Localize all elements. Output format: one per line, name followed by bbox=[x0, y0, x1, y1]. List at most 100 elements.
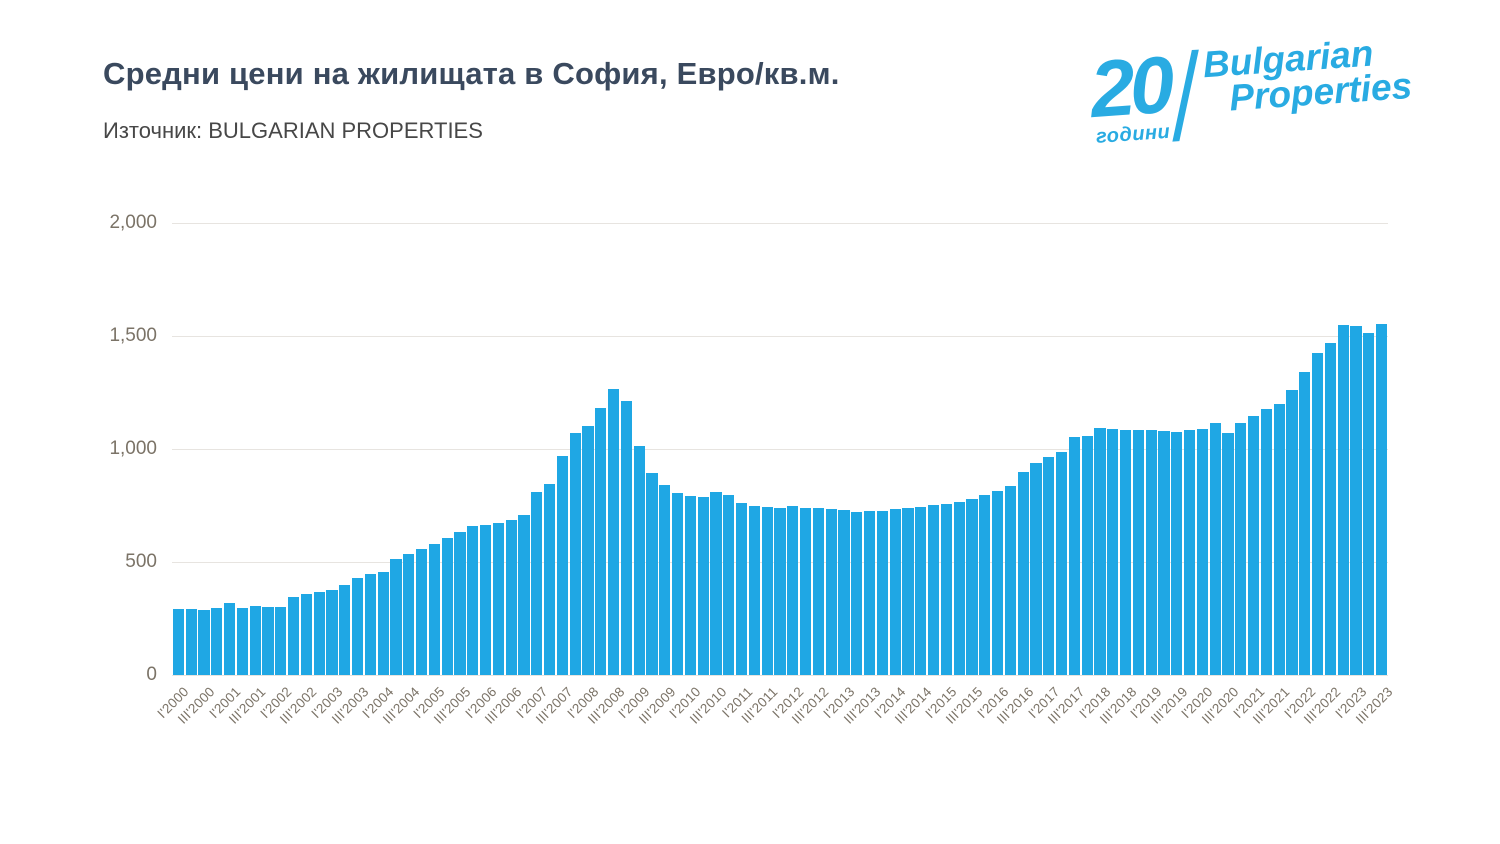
bar bbox=[1196, 428, 1208, 675]
bar bbox=[1171, 432, 1183, 675]
bar bbox=[838, 510, 850, 675]
bar bbox=[633, 446, 645, 675]
gridline bbox=[172, 674, 1388, 676]
bar bbox=[224, 602, 236, 675]
bar bbox=[595, 408, 607, 675]
bar bbox=[1376, 324, 1388, 675]
bar bbox=[1350, 325, 1362, 675]
bar bbox=[1235, 422, 1247, 675]
bar bbox=[1222, 433, 1234, 675]
bar bbox=[748, 505, 760, 675]
bar bbox=[288, 596, 300, 675]
bar bbox=[262, 606, 274, 675]
bar bbox=[928, 505, 940, 675]
bar bbox=[1056, 452, 1068, 675]
bar bbox=[608, 389, 620, 675]
logo-anniversary: 20 години bbox=[1087, 39, 1173, 149]
page-title: Средни цени на жилищата в София, Евро/кв… bbox=[103, 56, 840, 91]
y-tick-label: 1,000 bbox=[109, 438, 157, 459]
bar bbox=[646, 473, 658, 675]
bar bbox=[1132, 429, 1144, 675]
logo-years-text: години bbox=[1095, 120, 1171, 148]
logo-brand-name: Bulgarian Properties bbox=[1202, 32, 1414, 119]
bar bbox=[1017, 471, 1029, 675]
bar bbox=[172, 609, 184, 675]
bar bbox=[1107, 428, 1119, 675]
bar bbox=[1273, 404, 1285, 675]
gridline bbox=[172, 448, 1388, 450]
bar bbox=[979, 495, 991, 675]
bar bbox=[723, 494, 735, 675]
bar bbox=[1286, 390, 1298, 675]
brand-logo: 20 години Bulgarian Properties bbox=[1087, 32, 1415, 149]
bar bbox=[1260, 409, 1272, 675]
bar bbox=[672, 492, 684, 675]
bar bbox=[1312, 353, 1324, 675]
bar bbox=[556, 456, 568, 675]
bar bbox=[1030, 463, 1042, 675]
bar bbox=[1094, 428, 1106, 675]
bar bbox=[249, 605, 261, 675]
bar bbox=[953, 501, 965, 675]
bar bbox=[198, 610, 210, 675]
bar bbox=[940, 503, 952, 675]
bar bbox=[787, 506, 799, 675]
gridline bbox=[172, 335, 1388, 337]
bar bbox=[300, 593, 312, 675]
bar bbox=[992, 490, 1004, 675]
bar bbox=[825, 509, 837, 675]
bar bbox=[569, 432, 581, 675]
bar bbox=[492, 522, 504, 675]
logo-slash-icon bbox=[1172, 49, 1199, 142]
gridline bbox=[172, 222, 1388, 224]
bar bbox=[1324, 343, 1336, 675]
bar bbox=[1004, 486, 1016, 675]
y-tick-label: 500 bbox=[125, 551, 157, 572]
bar bbox=[364, 574, 376, 675]
bar bbox=[505, 519, 517, 675]
bar bbox=[313, 591, 325, 675]
bar bbox=[966, 499, 978, 675]
bar bbox=[800, 507, 812, 675]
bar bbox=[710, 491, 722, 675]
bar bbox=[1184, 430, 1196, 675]
bar bbox=[467, 525, 479, 675]
bar bbox=[275, 607, 287, 675]
y-tick-label: 2,000 bbox=[109, 212, 157, 233]
bar bbox=[1043, 457, 1055, 675]
bar bbox=[1248, 416, 1260, 675]
bar bbox=[518, 514, 530, 675]
bar bbox=[659, 485, 671, 675]
bar bbox=[812, 508, 824, 675]
bar bbox=[531, 492, 543, 675]
bar bbox=[876, 510, 888, 675]
bar bbox=[236, 608, 248, 675]
bar bbox=[339, 585, 351, 675]
bar bbox=[377, 571, 389, 675]
bar bbox=[1363, 332, 1375, 675]
y-tick-label: 0 bbox=[146, 664, 157, 685]
bar bbox=[544, 484, 556, 675]
bar bbox=[1081, 436, 1093, 675]
logo-brand-line2: Properties bbox=[1227, 64, 1414, 119]
bar bbox=[403, 553, 415, 675]
bar bbox=[620, 400, 632, 675]
bar bbox=[326, 590, 338, 675]
logo-20-text: 20 bbox=[1087, 39, 1173, 135]
bar bbox=[864, 510, 876, 675]
bar bbox=[428, 544, 440, 675]
bar bbox=[1145, 430, 1157, 675]
source-label: Източник: BULGARIAN PROPERTIES bbox=[103, 118, 483, 143]
bar bbox=[390, 559, 402, 675]
bar bbox=[915, 506, 927, 675]
bar bbox=[851, 512, 863, 675]
bar bbox=[582, 425, 594, 675]
bar bbox=[736, 502, 748, 675]
bar bbox=[1209, 423, 1221, 675]
bar bbox=[1299, 371, 1311, 675]
bar bbox=[454, 531, 466, 675]
bar bbox=[416, 549, 428, 675]
bar bbox=[761, 507, 773, 675]
bar bbox=[774, 507, 786, 675]
